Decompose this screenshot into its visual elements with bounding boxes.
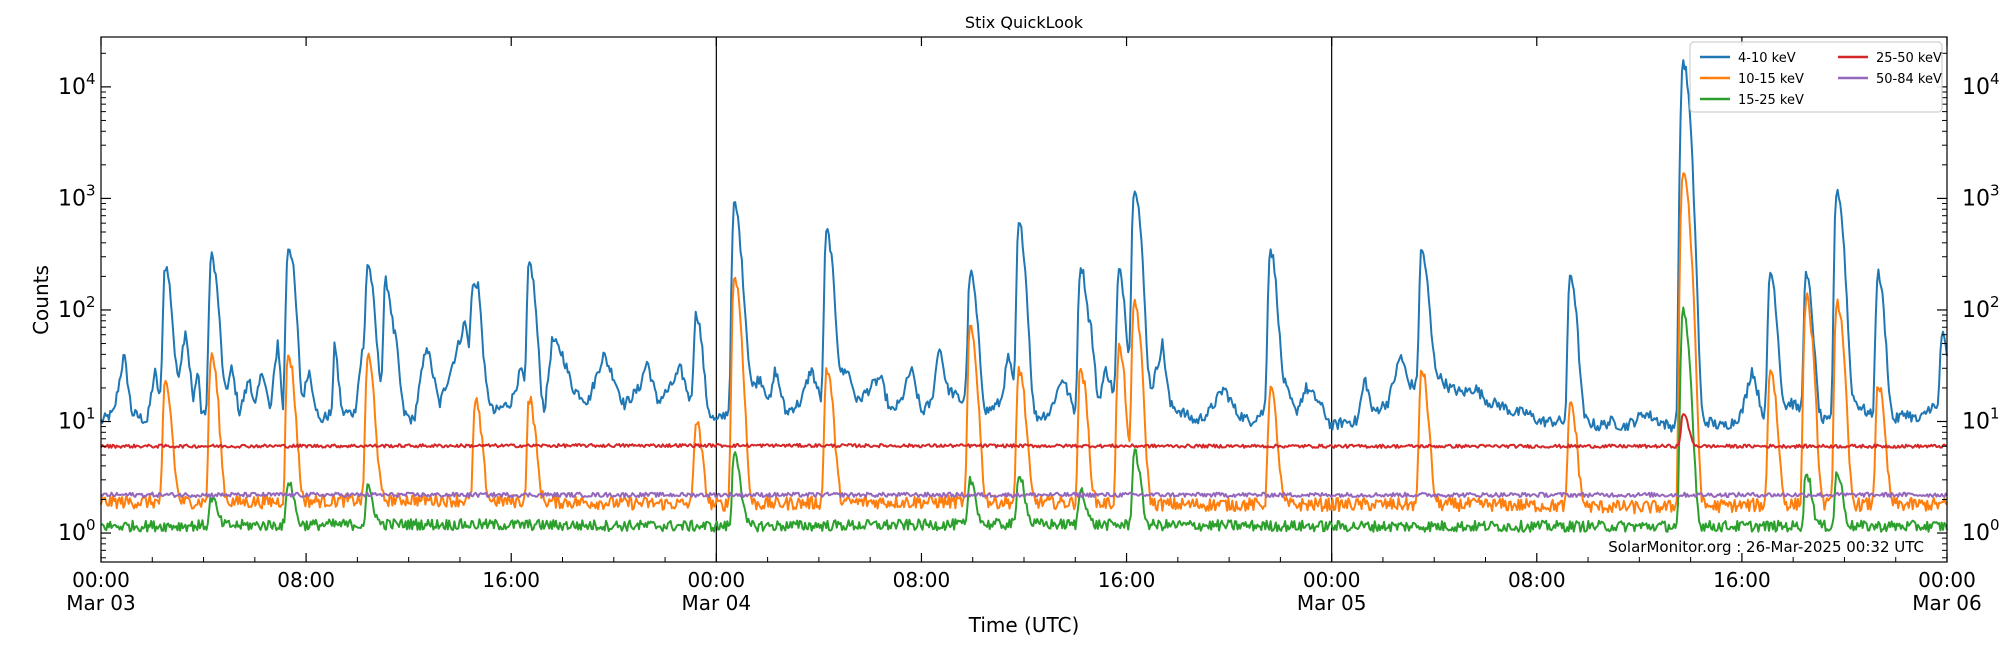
x-tick-label-1: 08:00 bbox=[277, 568, 335, 592]
y-tick-label-right-0: 100 bbox=[1962, 516, 2000, 546]
x-tick-date-3: Mar 04 bbox=[682, 591, 752, 615]
y-axis-left: 100 101 102 103 104 bbox=[58, 52, 111, 559]
series-line-25-50-kev bbox=[100, 413, 1948, 449]
legend-label-0: 4-10 keV bbox=[1738, 51, 1796, 66]
series-line-10-15-kev bbox=[100, 172, 1948, 515]
x-tick-label-5: 16:00 bbox=[1098, 568, 1156, 592]
y-tick-label-left-0: 100 bbox=[58, 516, 96, 546]
source-annotation: SolarMonitor.org : 26-Mar-2025 00:32 UTC bbox=[1608, 538, 1924, 556]
series-line-50-84-kev bbox=[100, 491, 1948, 499]
y-tick-label-left-1: 101 bbox=[58, 404, 96, 434]
y-tick-label-left-2: 102 bbox=[58, 293, 96, 323]
x-tick-label-7: 08:00 bbox=[1508, 568, 1566, 592]
legend-label-3: 25-50 keV bbox=[1876, 51, 1942, 66]
y-axis-right: 100 101 102 103 104 bbox=[1937, 52, 2000, 559]
x-axis-label: Time (UTC) bbox=[968, 613, 1080, 637]
x-tick-label-2: 16:00 bbox=[482, 568, 540, 592]
chart-title: Stix QuickLook bbox=[965, 13, 1084, 32]
y-tick-label-right-1: 101 bbox=[1962, 404, 2000, 434]
x-tick-label-8: 16:00 bbox=[1713, 568, 1771, 592]
series-layer bbox=[100, 37, 1948, 562]
legend: 4-10 keV 10-15 keV 15-25 keV 25-50 keV 50-84… bbox=[1689, 41, 1943, 113]
x-tick-date-9: Mar 06 bbox=[1912, 591, 1982, 615]
x-tick-label-0: 00:00 bbox=[72, 568, 130, 592]
y-axis-label: Counts bbox=[29, 265, 53, 335]
legend-label-2: 15-25 keV bbox=[1738, 93, 1804, 108]
series-line-15-25-kev bbox=[100, 306, 1948, 533]
x-tick-date-0: Mar 03 bbox=[66, 591, 136, 615]
y-tick-label-right-2: 102 bbox=[1962, 293, 2000, 323]
y-tick-label-right-4: 104 bbox=[1962, 70, 2000, 100]
x-tick-label-4: 08:00 bbox=[893, 568, 951, 592]
x-tick-label-3: 00:00 bbox=[688, 568, 746, 592]
legend-label-4: 50-84 keV bbox=[1876, 72, 1942, 87]
series-line-4-10-kev bbox=[100, 59, 1948, 433]
legend-box bbox=[1689, 41, 1943, 113]
x-tick-label-6: 00:00 bbox=[1303, 568, 1361, 592]
y-tick-label-right-3: 103 bbox=[1962, 181, 2000, 211]
x-tick-date-6: Mar 05 bbox=[1297, 591, 1367, 615]
legend-label-1: 10-15 keV bbox=[1738, 72, 1804, 87]
y-tick-label-left-4: 104 bbox=[58, 70, 96, 100]
plot-frame bbox=[100, 36, 1948, 563]
x-tick-label-9: 00:00 bbox=[1918, 568, 1976, 592]
y-tick-label-left-3: 103 bbox=[58, 181, 96, 211]
